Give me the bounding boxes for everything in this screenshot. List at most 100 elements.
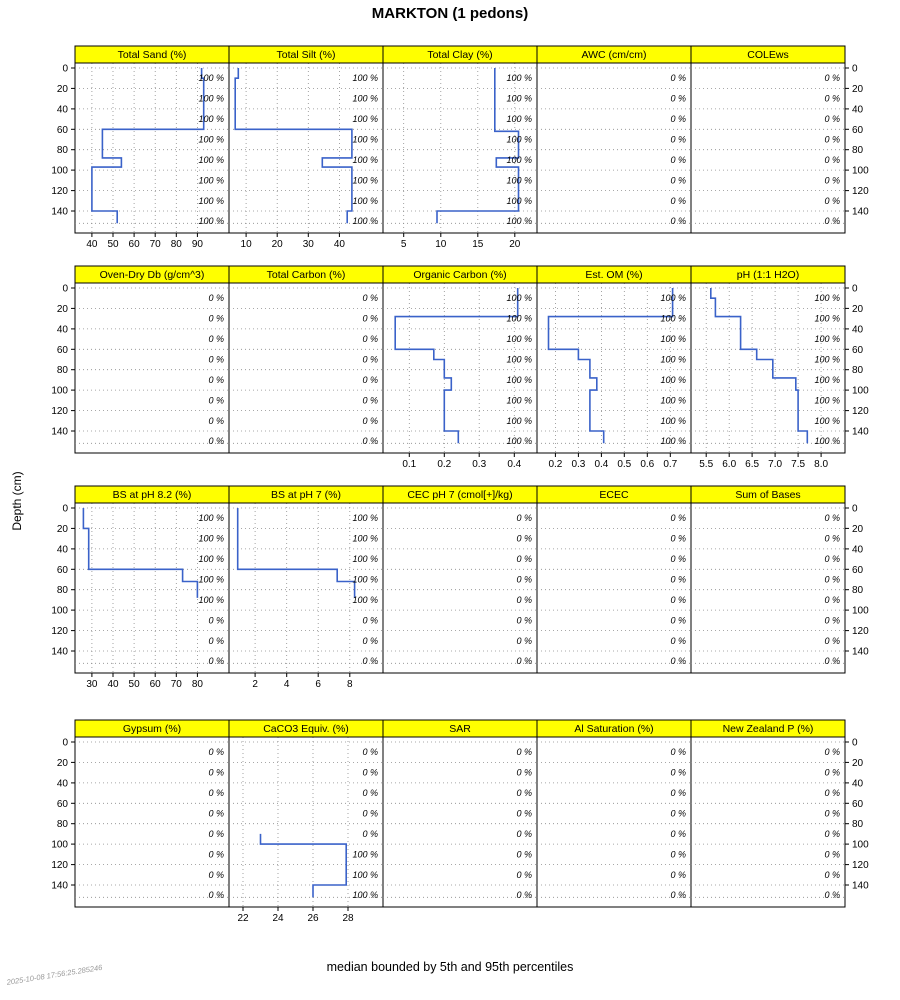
panel-plot-area — [228, 282, 384, 454]
contributing-fraction-label: 0 % — [824, 656, 840, 666]
contributing-fraction-label: 100 % — [660, 293, 686, 303]
depth-tick-label: 100 — [852, 166, 869, 177]
x-tick-label: 0.1 — [402, 459, 416, 470]
panel-title: New Zealand P (%) — [723, 723, 814, 735]
contributing-fraction-label: 100 % — [352, 870, 378, 880]
median-line — [234, 68, 353, 224]
x-tick-label: 5.5 — [699, 459, 713, 470]
contributing-fraction-label: 0 % — [516, 788, 532, 798]
contributing-fraction-label: 0 % — [824, 768, 840, 778]
depth-tick-label: 140 — [852, 881, 869, 892]
depth-tick-label: 120 — [51, 626, 68, 637]
contributing-fraction-label: 0 % — [824, 870, 840, 880]
contributing-fraction-label: 0 % — [362, 293, 378, 303]
contributing-fraction-label: 100 % — [198, 534, 224, 544]
x-tick-label: 50 — [107, 239, 119, 250]
contributing-fraction-label: 100 % — [506, 314, 532, 324]
depth-tick-label: 20 — [57, 304, 69, 315]
contributing-fraction-label: 100 % — [198, 155, 224, 165]
contributing-fraction-label: 0 % — [362, 355, 378, 365]
contributing-fraction-label: 100 % — [506, 416, 532, 426]
depth-tick-label: 40 — [852, 104, 864, 115]
contributing-fraction-label: 0 % — [516, 534, 532, 544]
x-tick-label: 10 — [241, 239, 253, 250]
depth-tick-label: 120 — [852, 186, 869, 197]
depth-tick-label: 20 — [852, 524, 864, 535]
depth-tick-label: 80 — [57, 585, 69, 596]
contributing-fraction-label: 0 % — [670, 595, 686, 605]
depth-tick-label: 60 — [57, 565, 69, 576]
panel-bs-at-ph-8-2: 30 40 50 60 70 80 100 % 100 % 100 % 100 % 100 % 0 %… — [51, 485, 230, 690]
panel-total-clay: 5 10 15 20 100 % 100 % 100 % 100 % 100 % 100 % 100… — [382, 45, 538, 250]
contributing-fraction-label: 100 % — [506, 196, 532, 206]
contributing-fraction-label: 100 % — [814, 436, 840, 446]
contributing-fraction-label: 0 % — [824, 73, 840, 83]
contributing-fraction-label: 100 % — [814, 293, 840, 303]
panel-title: Al Saturation (%) — [574, 723, 653, 735]
panel-plot-area — [382, 736, 538, 908]
contributing-fraction-label: 100 % — [506, 395, 532, 405]
contributing-fraction-label: 100 % — [660, 314, 686, 324]
panel-plot-area — [690, 736, 846, 908]
panel-organic-carbon: 0.1 0.2 0.3 0.4 100 % 100 % 100 % 100 % 100 % 100… — [382, 265, 538, 470]
contributing-fraction-label: 0 % — [824, 216, 840, 226]
depth-tick-label: 80 — [57, 819, 69, 830]
panel-title: CEC pH 7 (cmol[+]/kg) — [407, 489, 512, 501]
depth-tick-label: 20 — [57, 758, 69, 769]
contributing-fraction-label: 100 % — [506, 375, 532, 385]
panel-title: pH (1:1 H2O) — [737, 269, 799, 281]
depth-tick-label: 100 — [852, 386, 869, 397]
contributing-fraction-label: 0 % — [516, 575, 532, 585]
panel-title: ECEC — [599, 489, 629, 501]
contributing-fraction-label: 100 % — [352, 513, 378, 523]
contributing-fraction-label: 0 % — [362, 809, 378, 819]
panel-title: Total Sand (%) — [118, 49, 187, 61]
contributing-fraction-label: 100 % — [352, 196, 378, 206]
contributing-fraction-label: 0 % — [362, 615, 378, 625]
depth-tick-label: 20 — [852, 304, 864, 315]
contributing-fraction-label: 0 % — [824, 849, 840, 859]
panel-title: Est. OM (%) — [585, 269, 642, 281]
contributing-fraction-label: 0 % — [516, 829, 532, 839]
contributing-fraction-label: 0 % — [208, 293, 224, 303]
depth-tick-label: 100 — [51, 166, 68, 177]
depth-tick-label: 0 — [62, 64, 68, 75]
contributing-fraction-label: 0 % — [362, 334, 378, 344]
x-tick-label: 50 — [129, 679, 141, 690]
contributing-fraction-label: 0 % — [670, 788, 686, 798]
contributing-fraction-label: 100 % — [506, 334, 532, 344]
median-line — [91, 68, 205, 224]
median-line — [394, 288, 519, 444]
contributing-fraction-label: 0 % — [516, 513, 532, 523]
depth-tick-label: 100 — [852, 606, 869, 617]
contributing-fraction-label: 0 % — [516, 870, 532, 880]
depth-tick-label: 60 — [57, 345, 69, 356]
x-tick-label: 6.5 — [745, 459, 759, 470]
contributing-fraction-label: 100 % — [352, 94, 378, 104]
x-tick-label: 20 — [272, 239, 284, 250]
panel-title: Total Clay (%) — [427, 49, 492, 61]
contributing-fraction-label: 0 % — [670, 554, 686, 564]
x-tick-label: 5 — [401, 239, 407, 250]
contributing-fraction-label: 100 % — [506, 216, 532, 226]
panel-sum-of-bases: 0 % 0 % 0 % 0 % 0 % 0 % 0 % 0 % 0 20 40 60 80 100 120 1… — [690, 485, 869, 674]
x-tick-label: 40 — [86, 239, 98, 250]
depth-tick-label: 40 — [57, 324, 69, 335]
x-tick-label: 30 — [86, 679, 98, 690]
panel-total-silt: 10 20 30 40 100 % 100 % 100 % 100 % 100 % 100 % 10… — [228, 45, 384, 250]
depth-tick-label: 60 — [57, 125, 69, 136]
panel-total-carbon: 0 % 0 % 0 % 0 % 0 % 0 % 0 % 0 % Total Carbon (%) — [228, 265, 384, 454]
panel-caco3-equiv: 22 24 26 28 0 % 0 % 0 % 0 % 0 % 100 % 100 % 100 % Ca… — [228, 719, 384, 924]
contributing-fraction-label: 100 % — [352, 114, 378, 124]
depth-tick-label: 0 — [62, 738, 68, 749]
contributing-fraction-label: 0 % — [824, 196, 840, 206]
contributing-fraction-label: 100 % — [660, 375, 686, 385]
contributing-fraction-label: 0 % — [670, 175, 686, 185]
contributing-fraction-label: 100 % — [352, 849, 378, 859]
contributing-fraction-label: 0 % — [208, 615, 224, 625]
contributing-fraction-label: 100 % — [198, 575, 224, 585]
depth-tick-label: 100 — [51, 386, 68, 397]
depth-tick-label: 120 — [852, 860, 869, 871]
depth-tick-label: 100 — [51, 606, 68, 617]
